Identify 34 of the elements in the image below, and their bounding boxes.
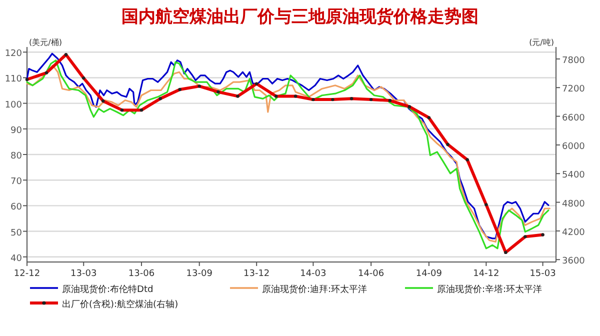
y2-tick-label: 4200 [562,228,586,238]
y2-tick-label: 7200 [562,84,586,95]
y-tick-label: 50 [10,228,22,238]
x-tick-label: 13-12 [244,269,270,279]
x-tick-label: 14-09 [416,269,442,279]
y2-tick-label: 4800 [562,199,586,210]
y-tick-label: 110 [4,74,22,85]
y-tick-label: 80 [10,152,22,162]
y-tick-label: 70 [10,177,22,188]
x-tick-label: 15-03 [530,269,556,279]
x-tick-label: 12-12 [14,269,40,279]
y-tick-label: 90 [10,126,22,136]
y-axis-title: (美元/桶) [29,38,62,47]
y2-axis-title: (元/吨) [529,38,554,47]
legend-label: 原油现货价:辛塔:环太平洋 [437,284,542,295]
y2-tick-label: 5400 [562,170,586,181]
x-tick-label: 14-06 [358,269,384,279]
y2-tick-label: 3600 [562,256,586,267]
x-tick-label: 14-12 [473,269,500,279]
x-tick-label: 13-06 [128,269,155,279]
y2-tick-label: 6000 [562,142,586,152]
y-tick-label: 120 [4,49,22,60]
y-tick-label: 60 [10,202,22,213]
legend-label: 原油现货价:迪拜:环太平洋 [262,284,368,295]
y2-tick-label: 7800 [562,56,586,66]
y2-tick-label: 6600 [562,113,586,124]
legend-label: 原油现货价:布伦特Dtd [62,284,154,295]
x-tick-label: 14-03 [300,269,326,279]
chart-title: 国内航空煤油出厂价与三地原油现货价格走势图 [122,7,478,27]
y-tick-label: 40 [10,254,22,264]
x-tick-label: 13-03 [70,269,97,279]
x-tick-label: 13-09 [186,269,213,279]
y-tick-label: 100 [4,100,22,110]
legend-label: 出厂价(含税):航空煤油(右轴) [62,299,178,310]
